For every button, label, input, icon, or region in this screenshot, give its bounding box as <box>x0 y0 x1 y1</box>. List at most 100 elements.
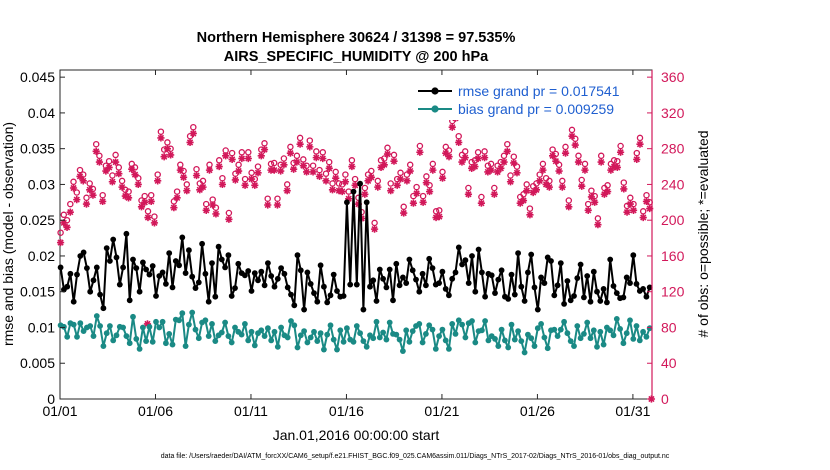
obs-possible-marker <box>481 148 488 155</box>
rmse-point <box>531 284 538 291</box>
obs-evaluated-marker <box>536 177 544 185</box>
bias-point <box>126 340 133 347</box>
obs-possible-marker <box>429 160 437 168</box>
bias-point <box>613 316 620 322</box>
bias-point <box>195 335 202 342</box>
rmse-point <box>327 292 334 299</box>
obs-evaluated-marker <box>296 140 304 148</box>
bias-point <box>297 332 304 339</box>
obs-possible-marker <box>419 192 427 200</box>
rmse-point <box>205 298 212 305</box>
bias-point <box>87 323 94 329</box>
bias-point <box>449 321 456 327</box>
obs-evaluated-marker <box>309 168 317 176</box>
obs-evaluated-marker <box>639 213 647 222</box>
rmse-point <box>640 286 646 292</box>
rmse-point <box>508 271 515 278</box>
rmse-point <box>633 281 640 287</box>
rmse-point <box>186 247 192 254</box>
obs-evaluated-marker <box>345 195 353 203</box>
rmse-point <box>103 245 110 252</box>
obs-evaluated-marker <box>212 210 220 218</box>
obs-possible-marker <box>559 177 566 185</box>
obs-possible-marker <box>397 169 404 177</box>
bias-point <box>317 330 324 337</box>
bias-point <box>110 337 117 344</box>
rmse-point <box>248 288 255 294</box>
rmse-point <box>159 269 166 276</box>
obs-evaluated-marker <box>419 198 427 206</box>
obs-evaluated-marker <box>312 154 320 162</box>
obs-evaluated-marker <box>435 213 443 221</box>
obs-evaluated-marker <box>143 320 152 328</box>
obs-possible-marker <box>147 191 155 199</box>
obs-possible-marker <box>154 171 161 178</box>
rmse-point <box>613 290 620 296</box>
obs-possible-marker <box>67 200 74 208</box>
obs-possible-marker <box>384 144 391 152</box>
obs-possible-marker <box>371 219 378 227</box>
bias-point <box>587 335 594 342</box>
rmse-point <box>515 250 521 256</box>
bias-point <box>278 324 284 331</box>
rmse-point <box>344 199 350 206</box>
rmse-point <box>554 282 561 289</box>
bias-point <box>432 346 439 352</box>
bias-point <box>380 329 386 336</box>
obs-evaluated-marker <box>646 204 654 213</box>
obs-possible-marker <box>241 175 249 183</box>
obs-evaluated-marker <box>623 208 631 216</box>
x-tick-label: 01/01 <box>42 403 77 419</box>
rmse-point <box>330 271 337 278</box>
obs-evaluated-marker <box>325 164 333 172</box>
obs-evaluated-marker <box>396 175 405 183</box>
rmse-point <box>495 276 502 283</box>
bias-point <box>294 344 301 351</box>
bias-point <box>107 323 113 329</box>
bias-point <box>146 323 153 330</box>
x-tick-label: 01/11 <box>234 403 268 419</box>
rmse-point <box>557 260 564 266</box>
obs-possible-marker <box>57 229 64 236</box>
rmse-point <box>133 265 140 271</box>
obs-possible-marker <box>416 142 424 150</box>
obs-possible-marker <box>487 160 495 168</box>
y-tick-label: 0 <box>47 391 55 407</box>
obs-evaluated-marker <box>519 196 528 205</box>
bias-point <box>531 343 538 349</box>
obs-possible-marker <box>627 194 634 202</box>
rmse-point <box>561 301 567 307</box>
rmse-point <box>627 280 633 286</box>
obs-possible-marker <box>400 203 407 211</box>
rmse-point <box>172 258 179 264</box>
obs-evaluated-marker <box>157 134 165 142</box>
y-tick-label: 0.04 <box>28 105 55 121</box>
rmse-point <box>380 275 386 282</box>
obs-evaluated-marker <box>76 172 84 180</box>
obs-evaluated-marker <box>231 176 239 184</box>
rmse-point <box>479 269 485 276</box>
obs-evaluated-marker <box>112 158 120 166</box>
obs-evaluated-marker <box>95 158 104 166</box>
obs-evaluated-marker <box>124 194 133 202</box>
bias-point <box>383 336 390 343</box>
rmse-point <box>597 298 604 304</box>
rmse-point <box>446 292 452 299</box>
rmse-point <box>390 297 396 304</box>
obs-evaluated-marker <box>558 183 566 191</box>
obs-evaluated-marker <box>425 187 434 196</box>
obs-possible-marker <box>151 213 158 220</box>
bias-point <box>251 342 258 349</box>
rmse-point <box>373 298 380 304</box>
bias-point <box>159 318 166 325</box>
bias-point <box>202 317 209 324</box>
obs-possible-marker <box>245 149 252 156</box>
bias-point <box>140 324 146 331</box>
rmse-point <box>406 256 413 263</box>
obs-possible-marker <box>202 200 210 208</box>
obs-evaluated-marker <box>134 180 142 189</box>
bias-point <box>176 317 183 324</box>
y2-tick-label: 120 <box>661 284 685 300</box>
obs-evaluated-marker <box>89 191 97 199</box>
obs-possible-marker <box>381 155 388 162</box>
